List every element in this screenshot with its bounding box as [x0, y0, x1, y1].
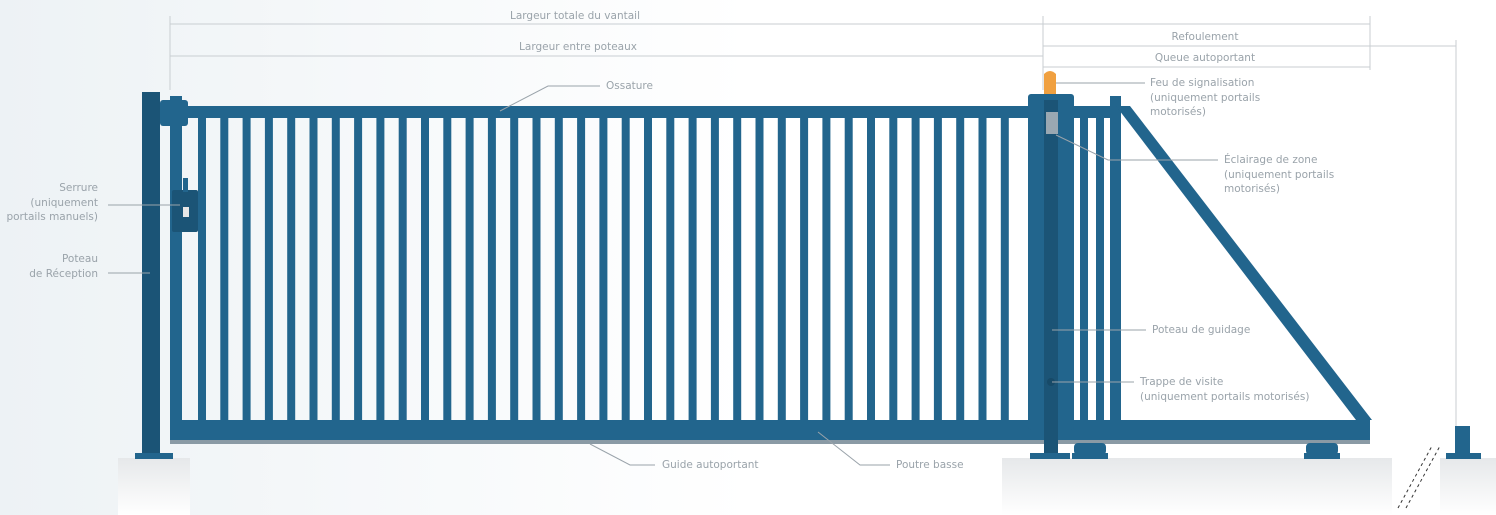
bar — [465, 118, 474, 420]
bar — [800, 118, 809, 420]
bar — [421, 118, 429, 420]
bar — [933, 118, 942, 420]
bar — [688, 118, 697, 420]
bar — [264, 118, 273, 420]
bar — [532, 118, 541, 420]
bar — [309, 118, 318, 420]
bar — [1000, 118, 1009, 420]
bar — [911, 118, 920, 420]
ground — [118, 458, 190, 515]
dimension-label: Queue autoportant — [1155, 52, 1255, 64]
label: Trappe de visite — [1139, 376, 1223, 388]
bar — [733, 118, 742, 420]
bar — [354, 118, 363, 420]
ground — [1440, 458, 1496, 515]
bar — [487, 118, 496, 420]
label: (uniquement portails — [1150, 92, 1260, 104]
label: motorisés) — [1150, 106, 1206, 118]
dimension-lines — [169, 16, 1457, 458]
label: (uniquement — [30, 197, 98, 209]
bar — [978, 118, 987, 420]
bar — [644, 118, 652, 420]
label: Feu de signalisation — [1150, 77, 1254, 89]
label: Éclairage de zone — [1224, 153, 1317, 166]
bar — [755, 118, 764, 420]
bar — [554, 118, 563, 420]
bar — [666, 118, 675, 420]
bar — [577, 118, 586, 420]
label: (uniquement portails — [1224, 169, 1334, 181]
dimension-label: Refoulement — [1172, 31, 1239, 43]
bar — [443, 118, 452, 420]
bar — [242, 118, 251, 420]
label: Guide autoportant — [662, 459, 759, 471]
bar — [867, 118, 875, 420]
bar — [777, 118, 786, 420]
bar — [621, 118, 630, 420]
bar — [331, 118, 340, 420]
bar — [822, 118, 831, 420]
bar — [844, 118, 853, 420]
bar — [510, 118, 519, 420]
bar — [1096, 118, 1104, 420]
bar — [599, 118, 608, 420]
label: (uniquement portails motorisés) — [1140, 391, 1309, 403]
bar — [889, 118, 898, 420]
label: Poteau — [62, 253, 98, 265]
label: Serrure — [59, 182, 98, 194]
label: Poteau de guidage — [1152, 324, 1250, 336]
label: Ossature — [606, 80, 653, 92]
gate — [135, 71, 1481, 459]
leader-lines — [108, 82, 1218, 466]
bar — [376, 118, 385, 420]
dimension-label: Largeur entre poteaux — [519, 41, 637, 53]
label: portails manuels) — [6, 211, 98, 223]
label: de Réception — [29, 268, 98, 280]
ground — [1002, 458, 1392, 515]
bar — [398, 118, 407, 420]
bar — [198, 118, 206, 420]
dimension-label: Largeur totale du vantail — [510, 10, 640, 22]
label: motorisés) — [1224, 183, 1280, 195]
bar — [956, 118, 965, 420]
bar — [287, 118, 296, 420]
bar — [1080, 118, 1088, 420]
bar — [220, 118, 229, 420]
bar — [710, 118, 719, 420]
label: Poutre basse — [896, 459, 964, 471]
